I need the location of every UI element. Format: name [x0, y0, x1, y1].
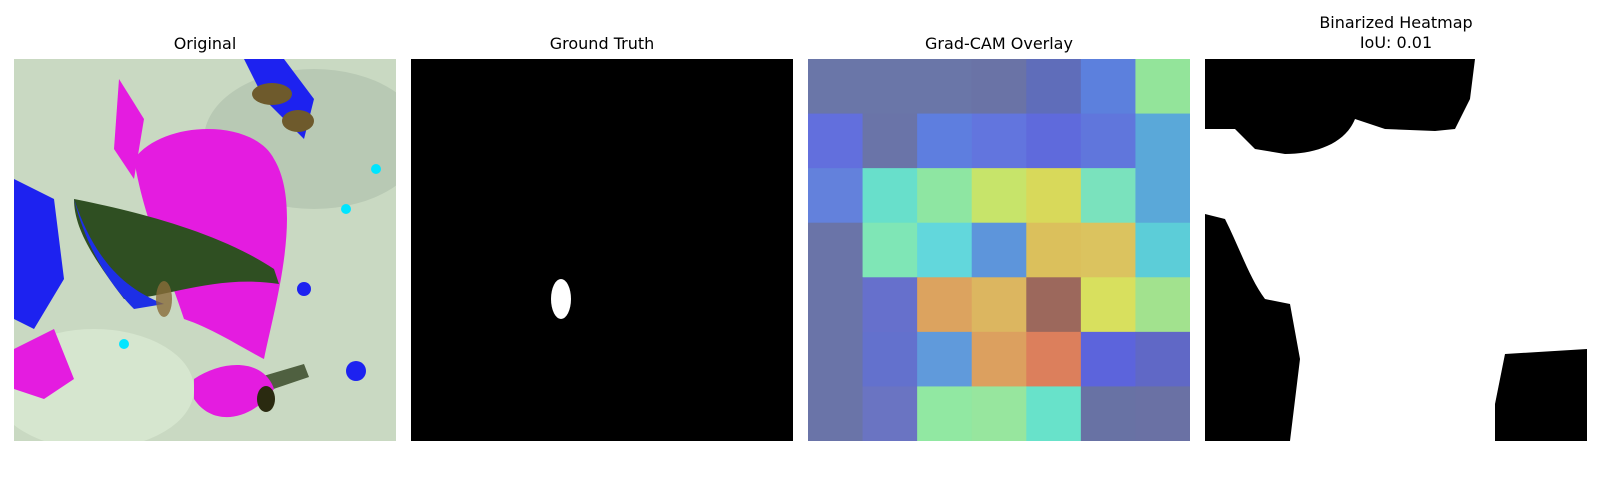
gradcam-cell — [917, 277, 973, 333]
binarized-heatmap-image — [1205, 59, 1587, 441]
gradcam-overlay-image — [808, 59, 1190, 441]
gradcam-cell — [1135, 222, 1190, 278]
gradcam-cell — [1135, 331, 1190, 387]
gradcam-cell — [1135, 386, 1190, 441]
gradcam-cell — [971, 386, 1027, 441]
gradcam-cell — [1080, 277, 1136, 333]
gradcam-cell — [917, 113, 973, 169]
gradcam-cell — [1135, 277, 1190, 333]
gradcam-cell — [862, 222, 918, 278]
gradcam-heatmap-grid — [808, 59, 1190, 441]
gradcam-cell — [808, 113, 864, 169]
gradcam-cell — [862, 168, 918, 224]
original-image — [14, 59, 396, 441]
gradcam-cell — [1080, 59, 1136, 115]
gradcam-cell — [862, 113, 918, 169]
gradcam-cell — [917, 59, 973, 115]
gradcam-cell — [971, 277, 1027, 333]
gradcam-cell — [1135, 113, 1190, 169]
panel-gradcam-overlay: Grad-CAM Overlay — [808, 0, 1190, 500]
gradcam-cell — [971, 331, 1027, 387]
gradcam-cell — [1026, 222, 1082, 278]
gradcam-cell — [862, 331, 918, 387]
gradcam-cell — [862, 59, 918, 115]
panel-title-ground-truth: Ground Truth — [549, 34, 655, 53]
panel-title-gradcam-overlay: Grad-CAM Overlay — [925, 34, 1073, 53]
ground-truth-mask-graphic — [411, 59, 793, 441]
gradcam-cell — [808, 386, 864, 441]
gradcam-cell — [971, 168, 1027, 224]
binarized-heatmap-graphic — [1205, 59, 1587, 441]
ground-truth-mask — [411, 59, 793, 441]
gradcam-cell — [917, 222, 973, 278]
panel-title-binarized-heatmap: Binarized Heatmap IoU: 0.01 — [1319, 13, 1473, 52]
gradcam-cell — [1080, 222, 1136, 278]
gradcam-cell — [1080, 386, 1136, 441]
gradcam-cell — [808, 59, 864, 115]
gradcam-cell — [971, 113, 1027, 169]
gradcam-cell — [1026, 277, 1082, 333]
gradcam-cell — [917, 168, 973, 224]
gradcam-cell — [808, 331, 864, 387]
gradcam-cell — [862, 386, 918, 441]
panel-ground-truth: Ground Truth — [411, 0, 793, 500]
panel-title-original: Original — [173, 34, 237, 53]
gradcam-cell — [808, 277, 864, 333]
gradcam-cell — [1026, 331, 1082, 387]
gradcam-cell — [808, 222, 864, 278]
gradcam-cell — [1135, 168, 1190, 224]
panel-binarized-heatmap: Binarized Heatmap IoU: 0.01 — [1205, 0, 1587, 500]
gradcam-cell — [1026, 59, 1082, 115]
gradcam-cell — [917, 331, 973, 387]
gradcam-cell — [1026, 168, 1082, 224]
gradcam-cell — [1080, 331, 1136, 387]
gradcam-cell — [1080, 113, 1136, 169]
gradcam-cell — [917, 386, 973, 441]
gradcam-cell — [862, 277, 918, 333]
gradcam-cell — [971, 59, 1027, 115]
panel-original: Original — [14, 0, 396, 500]
gradcam-cell — [1080, 168, 1136, 224]
original-image-graphic — [14, 59, 396, 441]
gradcam-cell — [971, 222, 1027, 278]
gradcam-cell — [1135, 59, 1190, 115]
gradcam-cell — [808, 168, 864, 224]
gradcam-cell — [1026, 113, 1082, 169]
gradcam-cell — [1026, 386, 1082, 441]
